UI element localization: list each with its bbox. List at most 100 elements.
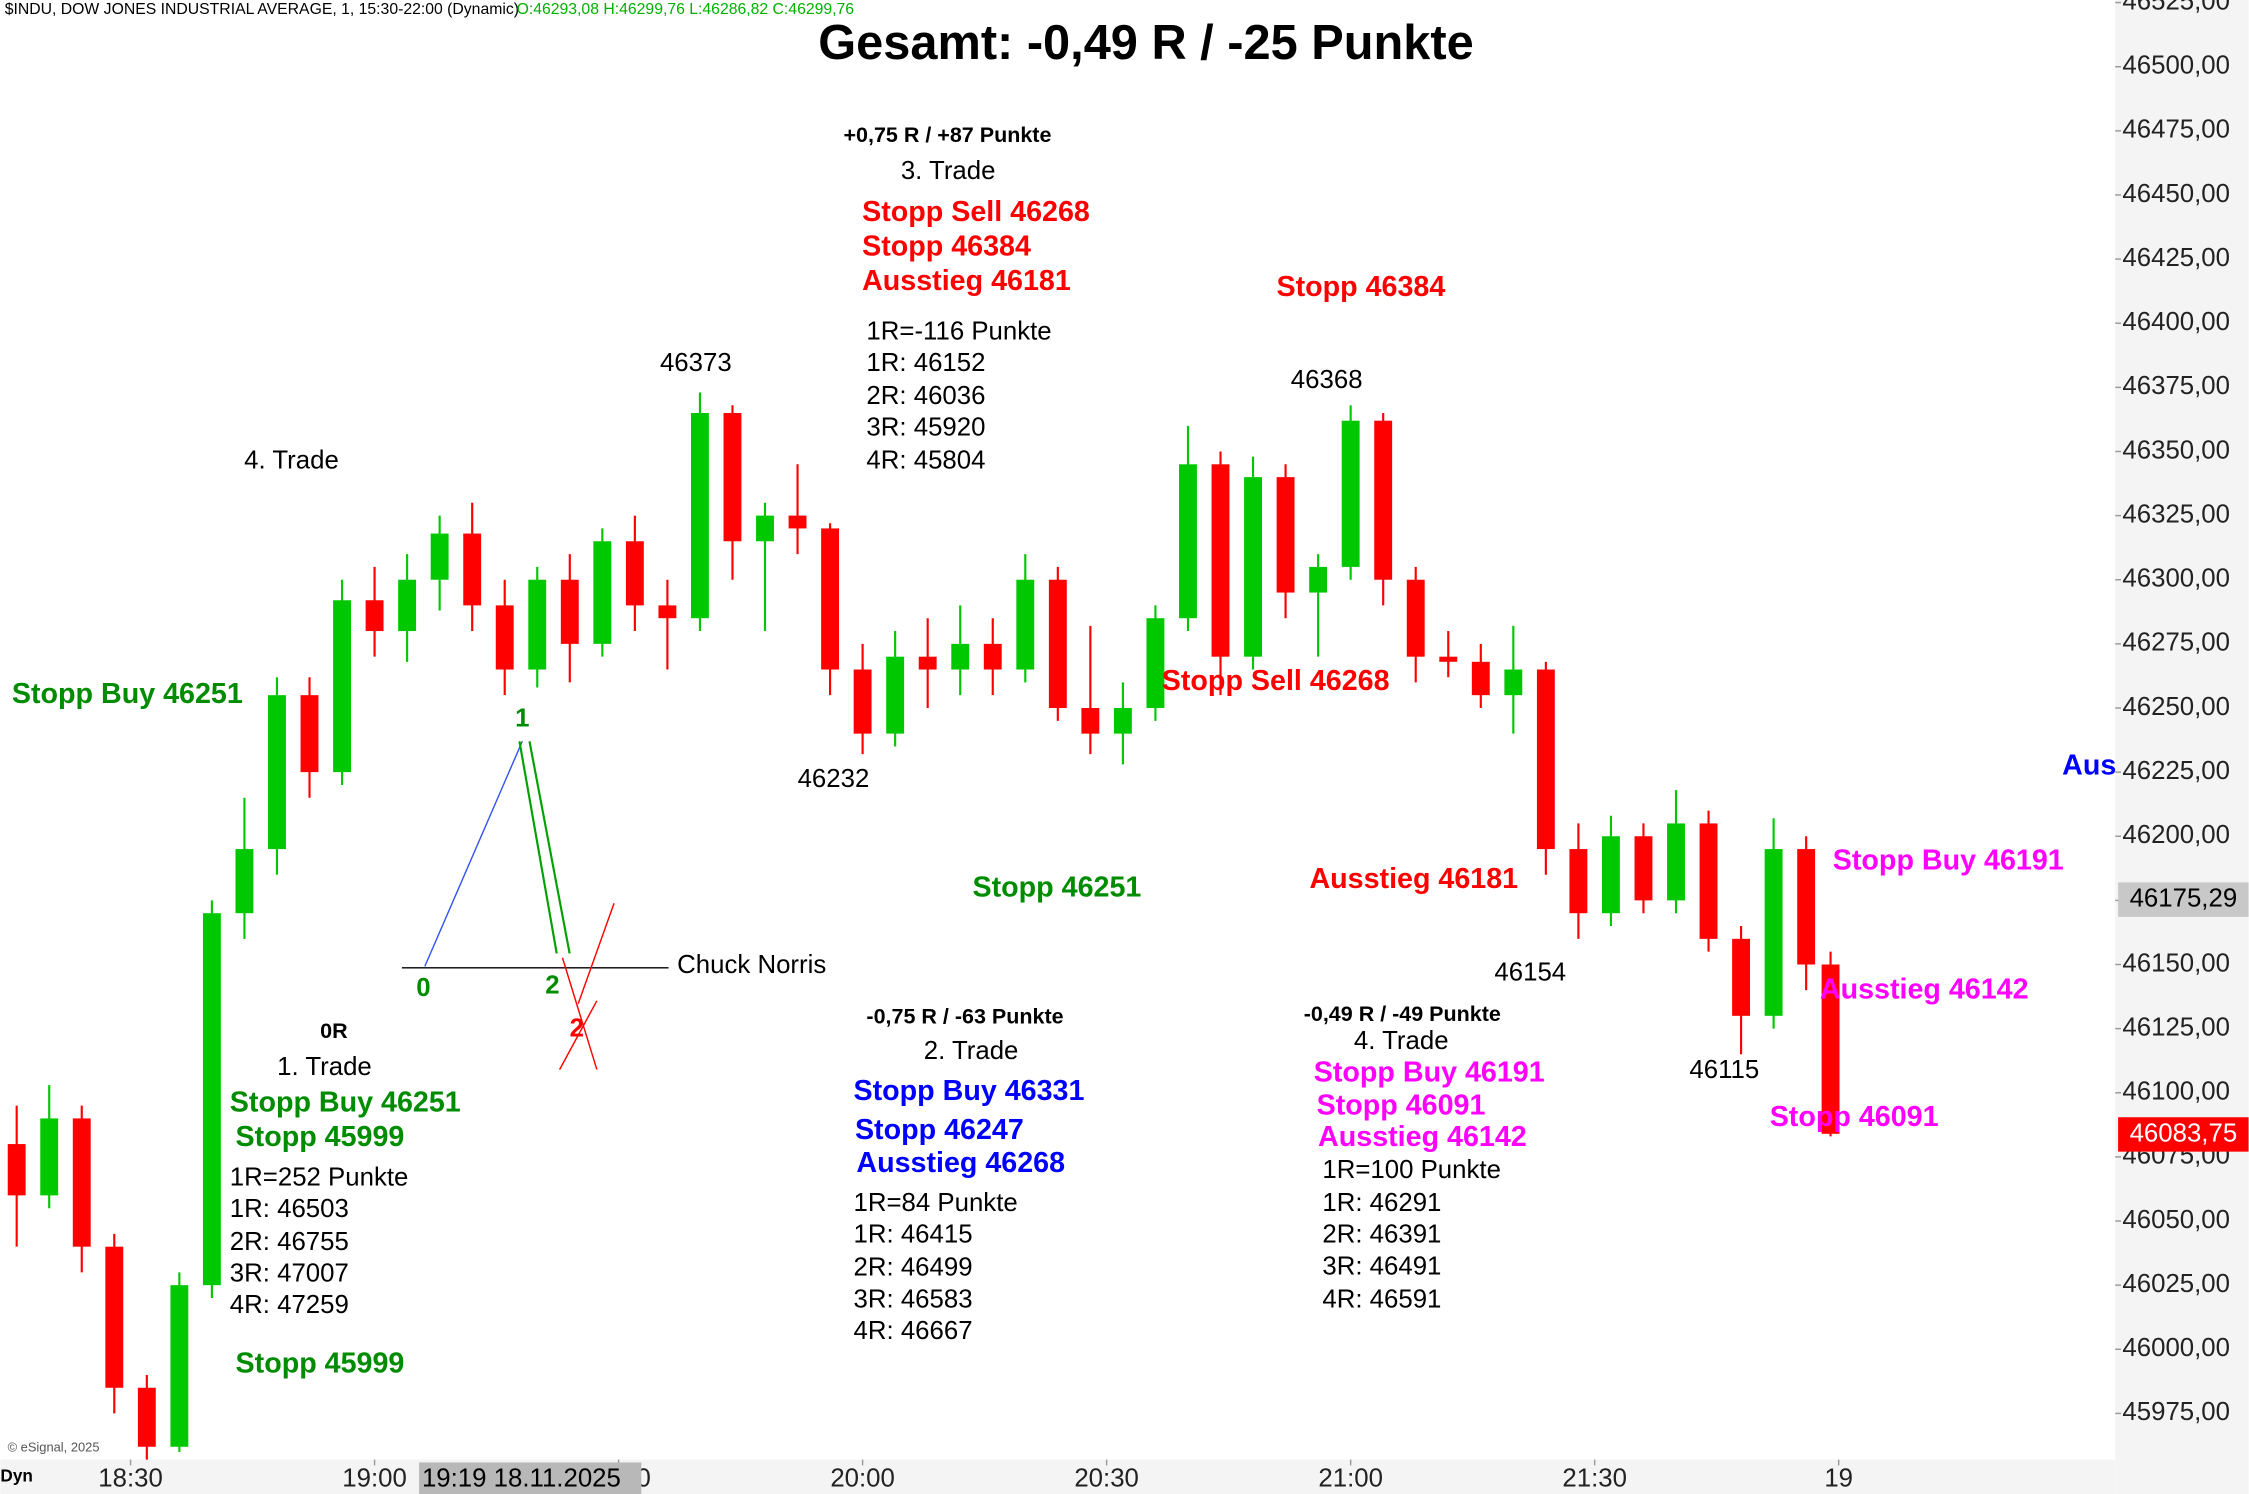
candle-body	[1797, 849, 1816, 965]
candle-body	[886, 656, 905, 734]
y-tick-label: 46025,00	[2122, 1270, 2230, 1298]
y-tick-label: 46375,00	[2122, 372, 2230, 400]
chuck-norris-drawing	[401, 740, 669, 1070]
annotation: 4R: 47259	[230, 1291, 349, 1319]
candle-body	[430, 533, 449, 580]
annotation: Stopp Buy 46191	[1833, 844, 2064, 876]
x-tick-label: 19	[1824, 1464, 1853, 1492]
annotation: Ausstieg 46268	[856, 1147, 1065, 1179]
x-tick-label: 21:00	[1318, 1464, 1383, 1492]
candle-body	[398, 579, 417, 632]
y-tick-label: 46475,00	[2122, 116, 2230, 144]
annotation: 2R: 46755	[230, 1228, 349, 1256]
candle-body	[756, 515, 774, 542]
footer-left: Dyn	[0, 1465, 32, 1485]
annotation: Stopp 46247	[855, 1114, 1024, 1146]
annotation: 1	[515, 705, 529, 733]
price-tag-label: 46175,29	[2130, 884, 2238, 912]
annotation: Ausstieg 46142	[1820, 973, 2029, 1005]
annotation: Stopp Buy 46251	[12, 678, 243, 710]
annotation: Stopp 46384	[862, 231, 1031, 263]
pattern-line	[424, 740, 523, 967]
x-tick-label: 20:00	[830, 1464, 895, 1492]
annotation: 4R: 46667	[854, 1317, 973, 1345]
candle-body	[1179, 464, 1197, 619]
annotation: 2R: 46499	[854, 1254, 973, 1282]
candles	[7, 392, 1840, 1460]
candle-body	[72, 1118, 91, 1247]
candle-body	[1048, 579, 1067, 708]
annotation: Stopp 46251	[973, 872, 1142, 904]
y-tick-label: 46325,00	[2122, 500, 2230, 528]
y-tick-label: 46150,00	[2122, 949, 2230, 977]
y-tick-label: 46450,00	[2122, 180, 2230, 208]
annotation: 4. Trade	[1354, 1027, 1449, 1055]
candle-body	[560, 579, 579, 644]
candle-body	[853, 669, 872, 734]
annotation: 0R	[320, 1019, 348, 1043]
annotation: 2R: 46036	[866, 382, 985, 410]
candle-body	[983, 643, 1002, 670]
candle-body	[495, 605, 514, 670]
candle-body	[333, 600, 351, 773]
candle-body	[1504, 669, 1523, 696]
candle-body	[1406, 579, 1425, 657]
candle-body	[268, 695, 286, 850]
candle-body	[365, 600, 384, 632]
candle-body	[1439, 656, 1458, 662]
candle-body	[593, 541, 612, 644]
candle-body	[723, 412, 742, 542]
y-tick-label: 45975,00	[2122, 1398, 2230, 1426]
y-tick-label: 46250,00	[2122, 693, 2230, 721]
annotation: 1R: 46415	[854, 1221, 973, 1249]
x-axis-panel	[0, 1459, 2116, 1494]
candle-body	[1699, 823, 1718, 939]
annotation: 4R: 46591	[1322, 1285, 1441, 1313]
annotation: 2	[545, 971, 559, 999]
annotation: 2	[570, 1014, 584, 1042]
candle-body	[918, 656, 937, 670]
y-tick-label: 46400,00	[2122, 308, 2230, 336]
candle-body	[105, 1246, 124, 1388]
pattern-line	[558, 1000, 598, 1070]
candle-body	[1081, 707, 1100, 734]
y-tick-label: 46350,00	[2122, 436, 2230, 464]
annotation: Stopp Buy 46251	[230, 1087, 461, 1119]
price-tag	[2118, 1117, 2249, 1152]
annotation: Stopp Buy 46331	[854, 1075, 1085, 1107]
y-tick-label: 46125,00	[2122, 1013, 2230, 1041]
y-tick-label: 46500,00	[2122, 52, 2230, 80]
x-tick-label: 20:30	[1074, 1464, 1139, 1492]
annotation: Stopp 46091	[1317, 1089, 1486, 1121]
y-tick-label: 46525,00	[2122, 0, 2230, 15]
candle-body	[658, 605, 677, 619]
annotation: 3R: 45920	[866, 414, 985, 442]
candle-body	[1732, 938, 1751, 1016]
pattern-line	[518, 741, 558, 954]
candle-body	[1569, 849, 1588, 914]
copyright: © eSignal, 2025	[8, 1440, 100, 1455]
candle-body	[1309, 566, 1328, 593]
annotation: 3R: 46583	[854, 1285, 973, 1313]
price-tag	[2118, 882, 2249, 917]
annotation: 1R=-116 Punkte	[866, 317, 1051, 345]
annotation: -0,49 R / -49 Punkte	[1304, 1002, 1501, 1026]
annotation: 2R: 46391	[1322, 1221, 1441, 1249]
candle-body	[528, 579, 547, 670]
annotation: Stopp Buy 46191	[1314, 1056, 1545, 1088]
candle-body	[1536, 669, 1555, 850]
annotation: Stopp 45999	[236, 1348, 405, 1380]
annotation: Stopp 45999	[236, 1121, 405, 1153]
x-tick-label: 21:30	[1562, 1464, 1627, 1492]
candle-body	[7, 1144, 26, 1196]
annotation: 46115	[1689, 1056, 1759, 1084]
candle-body	[1471, 661, 1490, 696]
y-tick-label: 46100,00	[2122, 1078, 2230, 1106]
cursor-box	[419, 1462, 642, 1494]
annotation: -0,75 R / -63 Punkte	[866, 1005, 1063, 1029]
annotation: 1R: 46152	[866, 349, 985, 377]
annotation: Aus	[2062, 750, 2116, 782]
pattern-line	[577, 903, 615, 1004]
candle-body	[690, 412, 709, 619]
